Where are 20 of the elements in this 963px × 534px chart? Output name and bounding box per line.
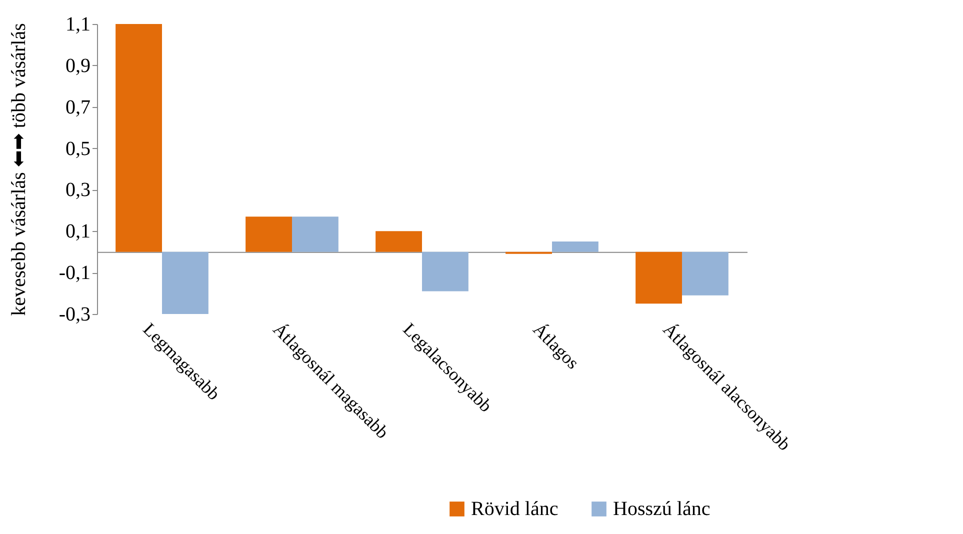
bar — [376, 231, 422, 252]
bar — [682, 252, 728, 296]
y-tick-label: 0,3 — [66, 179, 90, 202]
bar — [422, 252, 468, 292]
y-tick-label: -0,3 — [58, 304, 90, 326]
y-tick-label: 0,7 — [66, 96, 90, 118]
y-tick-label: -0,1 — [58, 262, 90, 284]
legend-label: Hosszú lánc — [613, 498, 710, 520]
y-tick-label: 0,9 — [66, 54, 90, 77]
y-tick-label: 1,1 — [66, 14, 90, 36]
bar — [292, 216, 338, 252]
bar — [162, 252, 208, 314]
bar — [636, 252, 682, 304]
bar — [116, 24, 162, 252]
y-axis-title: kevesebb vásárlás ⬅➡ több vásárlás — [8, 22, 30, 316]
legend-label: Rövid lánc — [471, 498, 558, 520]
y-tick-label: 0,5 — [66, 138, 90, 160]
bar — [552, 242, 598, 252]
bar — [246, 216, 292, 252]
y-tick-label: 0,1 — [66, 220, 90, 243]
